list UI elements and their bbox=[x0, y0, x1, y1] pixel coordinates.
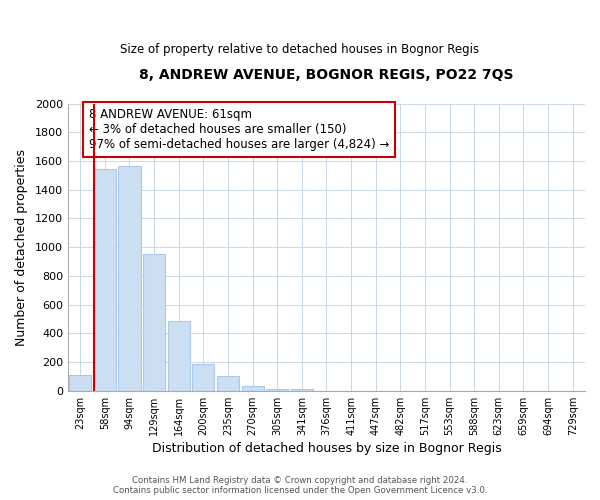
Bar bbox=[242, 386, 263, 391]
Bar bbox=[192, 364, 214, 391]
Bar bbox=[94, 169, 116, 391]
Text: Size of property relative to detached houses in Bognor Regis: Size of property relative to detached ho… bbox=[121, 42, 479, 56]
Y-axis label: Number of detached properties: Number of detached properties bbox=[15, 148, 28, 346]
Text: Contains HM Land Registry data © Crown copyright and database right 2024.
Contai: Contains HM Land Registry data © Crown c… bbox=[113, 476, 487, 495]
Bar bbox=[291, 390, 313, 391]
Bar bbox=[217, 376, 239, 391]
Bar bbox=[266, 388, 289, 391]
Text: 8 ANDREW AVENUE: 61sqm
← 3% of detached houses are smaller (150)
97% of semi-det: 8 ANDREW AVENUE: 61sqm ← 3% of detached … bbox=[89, 108, 389, 151]
Bar bbox=[69, 375, 91, 391]
X-axis label: Distribution of detached houses by size in Bognor Regis: Distribution of detached houses by size … bbox=[152, 442, 502, 455]
Bar bbox=[167, 321, 190, 391]
Bar bbox=[143, 254, 165, 391]
Title: 8, ANDREW AVENUE, BOGNOR REGIS, PO22 7QS: 8, ANDREW AVENUE, BOGNOR REGIS, PO22 7QS bbox=[139, 68, 514, 82]
Bar bbox=[118, 166, 140, 391]
